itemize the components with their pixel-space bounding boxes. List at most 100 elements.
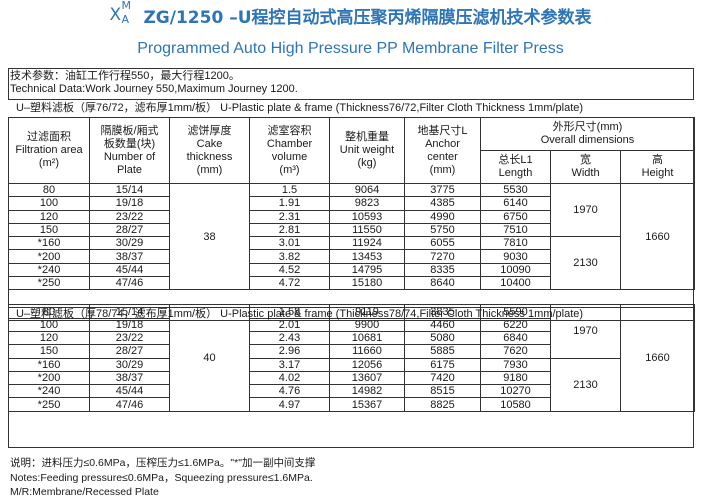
cell-chamber: 1.91: [249, 196, 330, 211]
table-row: 100 19/18 1.91 9823 4385 6140: [8, 196, 695, 211]
cell-anchor: 4990: [404, 209, 481, 224]
technical-data: 技术参数：油缸工作行程550，最大行程1200。 Technical Data:…: [10, 70, 298, 96]
header-row: 过滤面积 Filtration area (m²) 隔膜板/厢式 板数量(块) Numb…: [8, 117, 695, 184]
cell-weight: 11924: [329, 236, 405, 251]
cell-length: 9030: [480, 249, 551, 264]
col-area: 过滤面积 Filtration area (m²): [8, 117, 90, 184]
prefix-a: A: [121, 13, 130, 26]
cell-plates: 45/44: [89, 384, 170, 399]
section-header-2: U–塑料滤板（厚78/74，滤布厚1mm/板） U-Plastic plate …: [8, 307, 694, 321]
cell-weight: 9064: [329, 182, 405, 198]
cell-length: 6840: [480, 330, 551, 346]
cell-area: *160: [8, 357, 90, 372]
prefix-m: M: [121, 0, 131, 12]
cell-weight: 11660: [329, 344, 405, 359]
section-2-spacer: [8, 289, 695, 306]
cell-width: 2130: [550, 357, 621, 412]
model-prefix: X M A: [109, 0, 143, 26]
cell-length: 10400: [480, 276, 551, 291]
cell-area: *160: [8, 236, 90, 251]
title-cn: X M A ZG/1250 –U程控自动式高压聚丙烯隔膜压滤机技术参数表: [0, 0, 701, 28]
cell-anchor: 6055: [404, 236, 481, 251]
cell-anchor: 8335: [404, 262, 481, 278]
table1-body: 80 15/14 38 1.5 9064 3775 5530 1970 1660 100 19/18…: [8, 182, 695, 291]
cell-length: 9180: [480, 370, 551, 386]
col-weight: 整机重量 Unit weight (kg): [329, 117, 405, 184]
cell-area: 120: [8, 330, 90, 346]
cell-chamber: 2.31: [249, 209, 330, 224]
col-anchor: 地基尺寸L Anchor center (mm): [404, 117, 481, 184]
cell-length: 10090: [480, 262, 551, 278]
cell-plates: 47/46: [89, 276, 170, 291]
cell-weight: 13607: [329, 370, 405, 386]
cell-area: *240: [8, 384, 90, 399]
cell-anchor: 7420: [404, 370, 481, 386]
table-row: *250 47/46 4.72 15180 8640 10400: [8, 276, 695, 291]
table-row: *200 38/37 3.82 13453 7270 9030: [8, 249, 695, 264]
cell-anchor: 3775: [404, 182, 481, 198]
col-plates: 隔膜板/厢式 板数量(块) Number of Plate: [89, 117, 170, 184]
cell-length: 7810: [480, 236, 551, 251]
col-overall: 外形尺寸(mm) Overall dimensions: [480, 117, 695, 151]
table-row: *160 30/29 3.01 11924 6055 7810 2130: [8, 236, 695, 291]
table-row: 100 19/18 2.01 9900 4460 6220: [8, 317, 695, 332]
cell-length: 7620: [480, 344, 551, 359]
table-row: *160 30/29 3.17 12056 6175 7930 2130: [8, 357, 695, 412]
note-mr: M/R:Membrane/Recessed Plate: [10, 486, 159, 498]
cell-anchor: 4385: [404, 196, 481, 211]
table-row: 120 23/22 2.31 10593 4990 6750: [8, 209, 695, 224]
title-en: Programmed Auto High Pressure PP Membran…: [137, 40, 564, 57]
cell-chamber: 4.52: [249, 262, 330, 278]
header-row-2: 总长L1 Length 宽 Width 高 Height: [9, 150, 695, 184]
table-row: 150 28/27 2.81 11550 5750 7510: [8, 222, 695, 238]
cell-area: 150: [8, 344, 90, 359]
title-cn-text: ZG/1250 –U程控自动式高压聚丙烯隔膜压滤机技术参数表: [143, 8, 592, 28]
cell-weight: 13453: [329, 249, 405, 264]
note-cn: 说明：进料压力≤0.6MPa，压榨压力≤1.6MPa。"*"加一副中间支撑: [10, 457, 316, 469]
cell-anchor: 8515: [404, 384, 481, 399]
cell-weight: 11550: [329, 222, 405, 238]
cell-anchor: 5750: [404, 222, 481, 238]
col-chamber: 滤室容积 Chamber volume (m³): [249, 117, 330, 184]
cell-area: 120: [8, 209, 90, 224]
cell-area: *240: [8, 262, 90, 278]
cell-chamber: 2.81: [249, 222, 330, 238]
cell-plates: 28/27: [89, 344, 170, 359]
col-height: 高 Height: [620, 150, 695, 184]
cell-anchor: 5885: [404, 344, 481, 359]
cell-weight: 12056: [329, 357, 405, 372]
cell-width: 1970: [550, 182, 621, 238]
tech-cn: 技术参数：油缸工作行程550，最大行程1200。: [10, 70, 240, 82]
table-row: 80 15/14 38 1.5 9064 3775 5530 1970 1660: [8, 182, 695, 291]
cell-length: 7930: [480, 357, 551, 372]
cell-height: 1660: [620, 304, 695, 412]
table2-body: 80 15/14 40 1.58 9119 3835 5590 1970 1660 100 19/1…: [8, 304, 695, 412]
cell-anchor: 5080: [404, 330, 481, 346]
cell-chamber: 4.97: [249, 397, 330, 412]
cell-chamber: 4.72: [249, 276, 330, 291]
cell-anchor: 7270: [404, 249, 481, 264]
cell-area: 150: [8, 222, 90, 238]
cell-area: *250: [8, 276, 90, 291]
cell-length: 10270: [480, 384, 551, 399]
cell-length: 6140: [480, 196, 551, 211]
cell-weight: 10681: [329, 330, 405, 346]
cell-weight: 15367: [329, 397, 405, 412]
spec-table: 过滤面积 Filtration area (m²) 隔膜板/厢式 板数量(块) Numb…: [8, 117, 695, 412]
cell-plates: 45/44: [89, 262, 170, 278]
cell-chamber: 2.96: [249, 344, 330, 359]
cell-length: 10580: [480, 397, 551, 412]
cell-weight: 14795: [329, 262, 405, 278]
cell-plates: 30/29: [89, 357, 170, 372]
cell-plates: 28/27: [89, 222, 170, 238]
cell-plates: 47/46: [89, 397, 170, 412]
table-row: *250 47/46 4.97 15367 8825 10580: [8, 397, 695, 412]
cell-anchor: 8640: [404, 276, 481, 291]
cell-plates: 23/22: [89, 330, 170, 346]
cell-chamber: 3.82: [249, 249, 330, 264]
prefix-x: X: [109, 5, 122, 25]
cell-chamber: 3.01: [249, 236, 330, 251]
cell-plates: 19/18: [89, 196, 170, 211]
col-length: 总长L1 Length: [480, 150, 551, 184]
